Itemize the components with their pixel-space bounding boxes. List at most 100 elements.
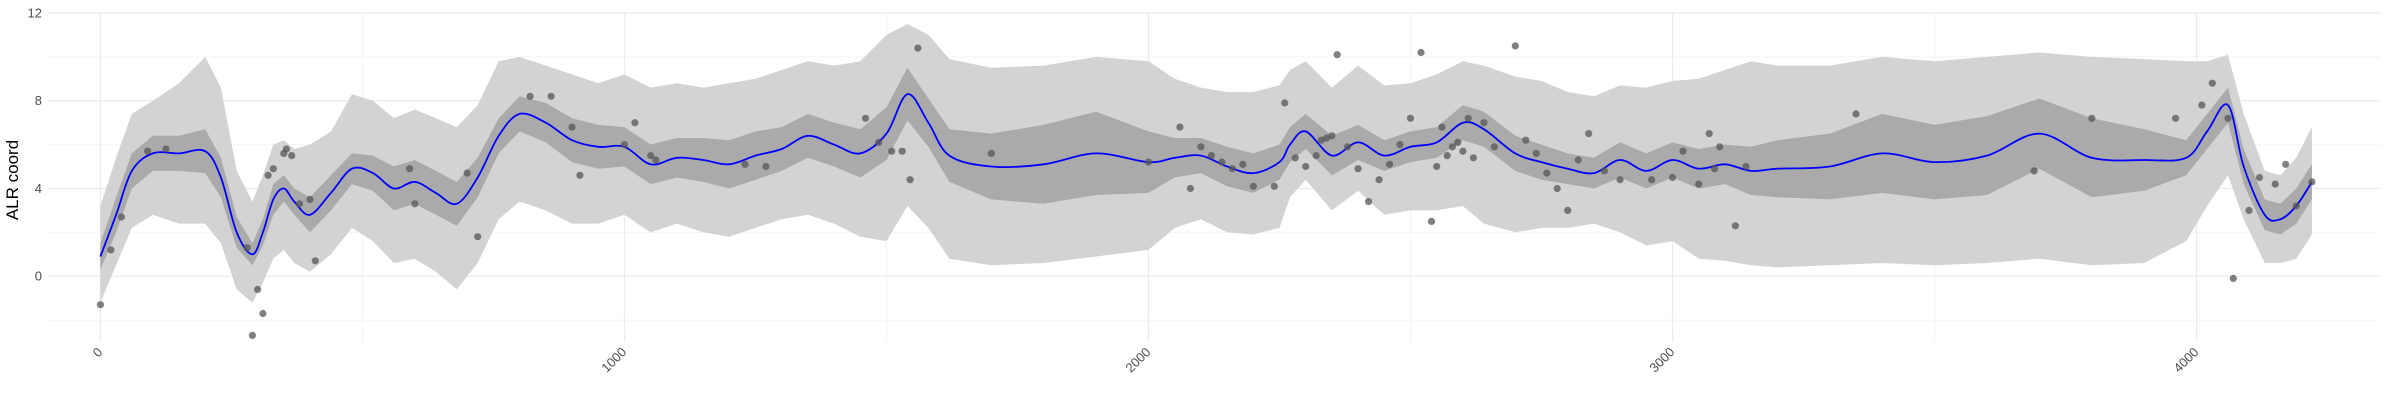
- inner-band: [100, 67, 2312, 270]
- observation-point: [861, 114, 870, 122]
- observation-point: [1427, 217, 1436, 225]
- observation-point: [1511, 42, 1519, 50]
- observation-point: [1695, 180, 1703, 188]
- observation-point: [1616, 176, 1624, 184]
- y-axis-title: ALR coord: [3, 140, 22, 220]
- observation-point: [1564, 206, 1572, 214]
- observation-point: [906, 176, 914, 184]
- observation-point: [411, 200, 419, 208]
- observation-point: [162, 145, 170, 153]
- observation-point: [1522, 136, 1530, 144]
- observation-point: [1648, 176, 1656, 184]
- observation-point: [1438, 123, 1446, 131]
- observation-point: [1312, 152, 1320, 160]
- observation-point: [987, 149, 995, 157]
- observation-point: [96, 301, 104, 309]
- observation-point: [1406, 114, 1415, 122]
- observation-point: [406, 165, 414, 173]
- observation-point: [2308, 178, 2316, 186]
- observation-point: [288, 152, 296, 160]
- observation-point: [652, 156, 660, 164]
- y-axis-ticks: 0 4 8 12: [28, 6, 42, 284]
- observation-point: [282, 145, 290, 153]
- mean-line: [99, 93, 2313, 257]
- observation-point: [620, 141, 629, 149]
- observation-point: [1668, 173, 1677, 182]
- observation-point: [1270, 182, 1278, 190]
- observation-point: [1710, 165, 1719, 173]
- observation-point: [1396, 141, 1404, 149]
- observation-point: [2088, 114, 2096, 122]
- observation-point: [1433, 162, 1441, 171]
- observation-point: [888, 147, 896, 155]
- observation-point: [2245, 206, 2253, 214]
- observation-point: [568, 123, 576, 131]
- observation-point: [526, 92, 534, 100]
- observation-point: [1464, 114, 1472, 122]
- observation-point: [914, 44, 922, 52]
- observation-point: [1742, 162, 1750, 171]
- observation-point: [1375, 176, 1383, 184]
- observation-point: [1417, 48, 1425, 57]
- y-tick-label: 4: [35, 181, 42, 196]
- observation-point: [2198, 101, 2206, 109]
- observation-point: [259, 309, 267, 318]
- observation-point: [1852, 110, 1860, 118]
- observation-point: [2255, 173, 2264, 182]
- observation-point: [1705, 130, 1713, 138]
- observation-point: [1281, 99, 1289, 107]
- observation-point: [1574, 156, 1582, 164]
- observation-point: [1328, 132, 1336, 140]
- observation-point: [547, 92, 555, 100]
- y-tick-label: 8: [35, 93, 42, 108]
- observation-point: [1186, 184, 1194, 193]
- inner-band-area: [100, 67, 2312, 270]
- observation-point: [1731, 222, 1739, 230]
- observation-point: [107, 246, 115, 254]
- observation-point: [1386, 160, 1394, 168]
- observation-point: [2271, 180, 2279, 188]
- observation-point: [631, 119, 639, 127]
- observation-point: [1532, 149, 1540, 157]
- observation-point: [117, 213, 125, 221]
- observation-point: [1228, 165, 1236, 173]
- observation-point: [248, 331, 256, 339]
- observation-point: [1716, 143, 1724, 151]
- observation-point: [576, 171, 584, 179]
- observation-point: [2208, 79, 2216, 87]
- observation-point: [2282, 160, 2290, 168]
- observation-point: [1176, 123, 1184, 131]
- observation-point: [1454, 138, 1462, 146]
- observation-point: [254, 285, 262, 293]
- observation-point: [1585, 130, 1593, 138]
- observation-point: [295, 200, 304, 208]
- observation-point: [306, 195, 314, 203]
- observation-point: [243, 244, 251, 252]
- observation-point: [144, 147, 152, 155]
- observation-point: [1553, 184, 1561, 193]
- observation-point: [762, 162, 770, 171]
- observation-points: [96, 42, 2316, 339]
- observation-point: [1207, 152, 1215, 160]
- observation-point: [1480, 119, 1488, 127]
- observation-point: [2030, 167, 2038, 175]
- observation-point: [311, 257, 319, 265]
- y-tick-label: 0: [35, 269, 42, 284]
- observation-point: [463, 169, 471, 177]
- observation-point: [1344, 143, 1352, 151]
- observation-point: [2172, 114, 2180, 122]
- mean-line-path: [99, 93, 2313, 257]
- observation-point: [2229, 274, 2237, 282]
- observation-point: [1443, 152, 1451, 160]
- observation-point: [1490, 143, 1498, 151]
- observation-point: [1679, 147, 1687, 155]
- observation-point: [1448, 143, 1456, 151]
- observation-point: [1197, 143, 1205, 151]
- observation-point: [2224, 114, 2232, 122]
- observation-point: [1469, 154, 1477, 162]
- observation-point: [1291, 154, 1299, 162]
- observation-point: [1144, 158, 1153, 166]
- observation-point: [1354, 165, 1362, 173]
- observation-point: [1218, 158, 1226, 166]
